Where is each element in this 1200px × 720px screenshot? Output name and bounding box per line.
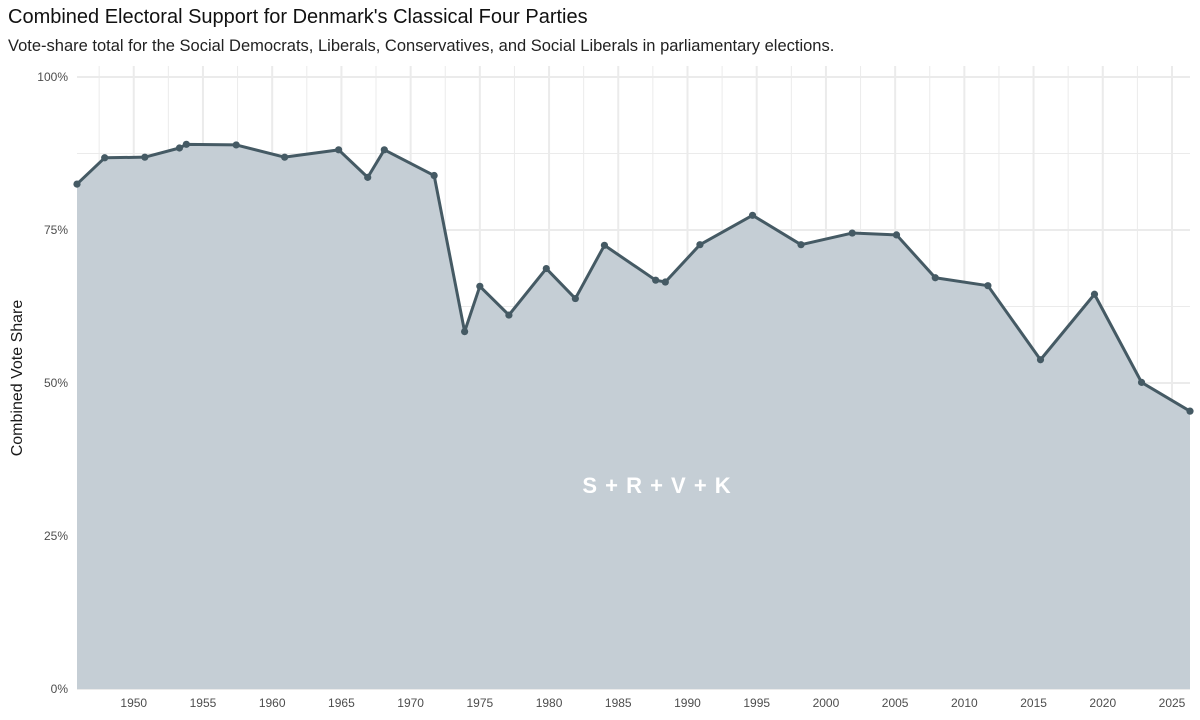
area-annotation: S + R + V + K xyxy=(582,473,731,498)
data-point xyxy=(661,278,669,286)
data-point xyxy=(931,274,939,282)
data-point xyxy=(335,146,343,154)
data-point xyxy=(571,294,579,303)
data-point xyxy=(696,241,704,249)
x-tick-label: 2015 xyxy=(1020,696,1047,710)
y-tick-label: 50% xyxy=(44,376,68,390)
data-point xyxy=(542,264,550,273)
data-point xyxy=(848,229,856,237)
data-point xyxy=(430,171,438,180)
data-point xyxy=(1090,290,1099,298)
data-point xyxy=(797,241,805,249)
x-tick-label: 1950 xyxy=(120,696,147,710)
x-tick-label: 2000 xyxy=(813,696,840,710)
data-point xyxy=(652,276,660,284)
data-point xyxy=(182,140,190,148)
area-layer xyxy=(77,144,1190,689)
y-axis-title: Combined Vote Share xyxy=(9,300,26,457)
data-point xyxy=(380,146,388,154)
x-tick-label: 1990 xyxy=(674,696,701,710)
data-point xyxy=(1137,378,1146,386)
y-axis-ticks: 0% 25% 50% 75% 100% xyxy=(37,70,68,696)
x-tick-label: 1980 xyxy=(536,696,563,710)
area-fill xyxy=(77,144,1190,689)
data-point xyxy=(505,311,513,319)
data-point xyxy=(232,141,240,149)
data-point xyxy=(1036,356,1045,364)
x-tick-label: 1985 xyxy=(605,696,632,710)
series-line xyxy=(75,142,1191,413)
chart-subtitle: Vote-share total for the Social Democrat… xyxy=(8,37,835,55)
x-axis-ticks: 1950 1955 1960 1965 1970 1975 1980 1985 1990 1995… xyxy=(120,696,1185,710)
x-tick-label: 2025 xyxy=(1159,696,1186,710)
y-tick-label: 25% xyxy=(44,529,68,543)
data-point xyxy=(476,282,484,290)
data-point xyxy=(892,231,901,239)
line-layer xyxy=(75,142,1191,413)
x-tick-label: 1960 xyxy=(259,696,286,710)
data-point xyxy=(748,211,757,219)
x-tick-label: 1970 xyxy=(397,696,424,710)
x-tick-label: 1995 xyxy=(743,696,770,710)
data-point xyxy=(281,153,289,161)
x-tick-label: 2005 xyxy=(882,696,909,710)
data-point xyxy=(461,327,469,336)
data-point xyxy=(1186,407,1194,415)
y-tick-label: 0% xyxy=(51,682,69,696)
x-tick-label: 1955 xyxy=(190,696,217,710)
point-layer xyxy=(73,140,1194,415)
x-tick-label: 2020 xyxy=(1089,696,1116,710)
data-point xyxy=(600,241,609,249)
y-tick-label: 75% xyxy=(44,223,68,237)
chart-title: Combined Electoral Support for Denmark's… xyxy=(8,6,588,28)
data-point xyxy=(141,153,149,161)
data-point xyxy=(175,144,184,152)
data-point xyxy=(101,154,109,162)
data-point xyxy=(364,173,372,181)
data-point xyxy=(73,180,81,188)
x-tick-label: 2010 xyxy=(951,696,978,710)
y-tick-label: 100% xyxy=(37,70,68,84)
x-tick-label: 1965 xyxy=(328,696,355,710)
x-tick-label: 1975 xyxy=(466,696,493,710)
data-point xyxy=(984,282,992,290)
